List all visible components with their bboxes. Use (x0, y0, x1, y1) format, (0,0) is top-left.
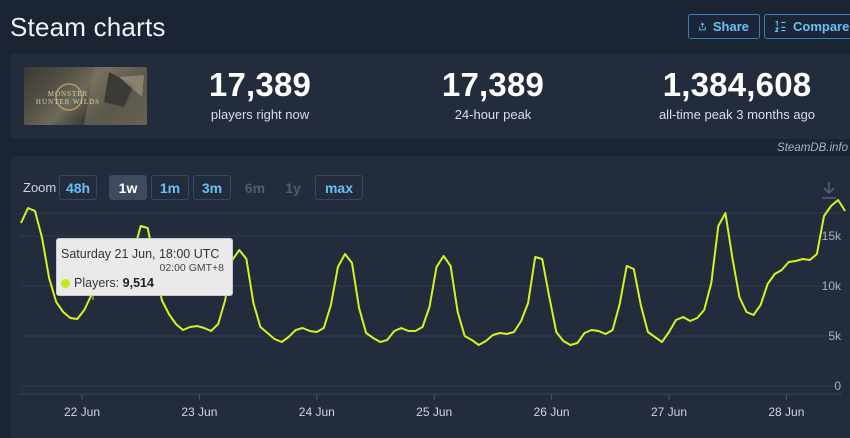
y-tick-label: 15k (822, 229, 842, 243)
game-thumbnail[interactable]: MONSTER HUNTER WILDS (24, 67, 147, 125)
x-tick-label: 28 Jun (768, 405, 804, 419)
page-title: Steam charts (10, 12, 166, 42)
zoom-1m-button[interactable]: 1m (151, 175, 189, 200)
share-label: Share (712, 19, 749, 34)
zoom-3m-button[interactable]: 3m (193, 175, 231, 200)
x-tick-label: 22 Jun (64, 405, 100, 419)
x-tick-label: 26 Jun (534, 405, 570, 419)
y-tick-label: 10k (822, 279, 842, 293)
chart-card: Zoom 48h 1w 1m 3m 6m 1y max (10, 156, 850, 438)
stat-all-time-peak: 1,384,608 all-time peak 3 months ago (632, 66, 842, 123)
tooltip-value: 9,514 (122, 276, 154, 290)
zoom-1w-button[interactable]: 1w (109, 175, 147, 200)
zoom-1y-button: 1y (285, 179, 301, 196)
stat-value: 17,389 (208, 66, 312, 103)
stat-current: 17,389 players right now (190, 66, 330, 123)
zoom-label: Zoom (23, 180, 57, 195)
steamdb-credit[interactable]: SteamDB.info (777, 142, 848, 154)
compare-label: Compare (793, 19, 850, 34)
tooltip-series-label: Players: (74, 276, 120, 290)
chart-tooltip: Saturday 21 Jun, 18:00 UTC 02:00 GMT+8 P… (56, 238, 233, 296)
compare-button[interactable]: Compare (764, 14, 850, 39)
tooltip-local-time: 02:00 GMT+8 (159, 262, 225, 274)
game-logo-text: MONSTER HUNTER WILDS (35, 90, 101, 106)
share-button[interactable]: Share (688, 14, 760, 39)
zoom-6m-button: 6m (244, 179, 266, 196)
x-tick-label: 25 Jun (416, 405, 452, 419)
stat-label: players right now (210, 107, 310, 122)
tooltip-date: Saturday 21 Jun, 18:00 UTC (61, 247, 220, 261)
x-tick-label: 24 Jun (299, 405, 335, 419)
x-tick-label: 27 Jun (651, 405, 687, 419)
stat-value: 1,384,608 (662, 66, 812, 103)
stat-label: all-time peak 3 months ago (658, 107, 816, 122)
tooltip-value-row: Players: 9,514 (61, 276, 154, 290)
game-artwork (55, 67, 147, 125)
download-icon[interactable] (820, 180, 838, 200)
stat-value: 17,389 (441, 66, 545, 103)
stat-label: 24-hour peak (454, 107, 532, 122)
series-dot-icon (61, 279, 70, 288)
zoom-max-button[interactable]: max (315, 175, 363, 200)
zoom-48h-button[interactable]: 48h (59, 175, 97, 200)
stats-panel: MONSTER HUNTER WILDS 17,389 players righ… (10, 54, 850, 139)
y-tick-label: 0 (834, 379, 841, 393)
share-icon (699, 22, 706, 31)
stat-24h-peak: 17,389 24-hour peak (428, 66, 558, 123)
y-tick-label: 5k (828, 329, 842, 343)
x-tick-label: 23 Jun (181, 405, 217, 419)
compare-icon (774, 21, 786, 32)
